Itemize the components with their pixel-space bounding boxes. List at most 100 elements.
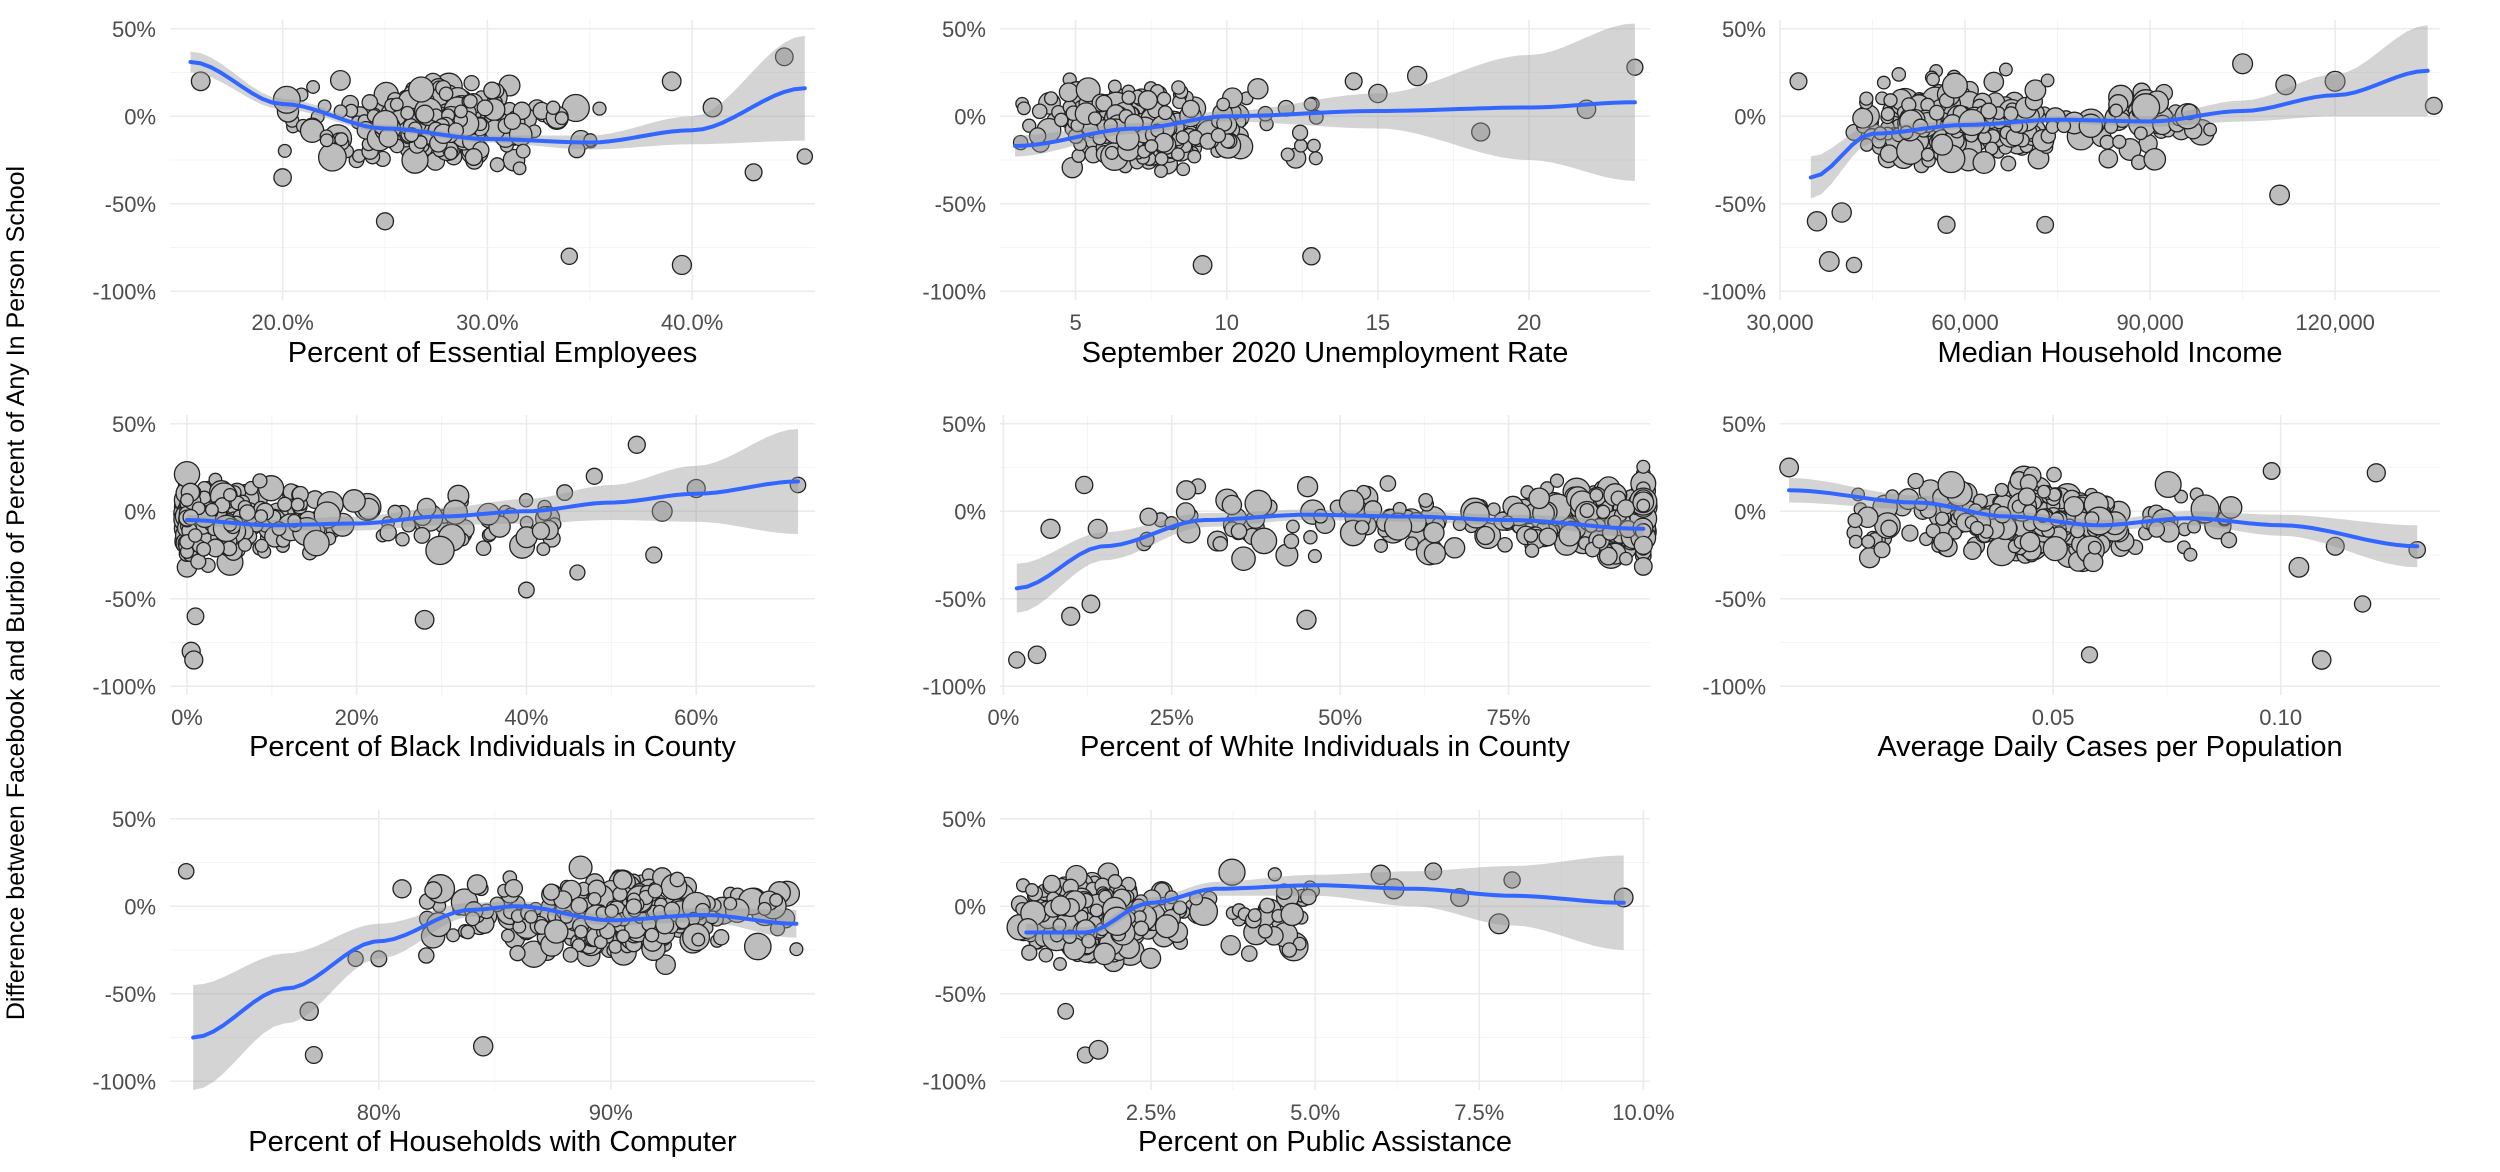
x-axis-label: Median Household Income xyxy=(1938,337,2283,369)
y-tick-label: -100% xyxy=(1702,674,1766,699)
data-point xyxy=(1538,527,1558,547)
data-point xyxy=(1133,920,1150,937)
data-point xyxy=(2366,463,2386,483)
data-point xyxy=(415,104,435,124)
data-point xyxy=(1616,499,1636,518)
chart-panel-1: 50% 0% -50% -100% 20.0% 30.0% 40.0%Percent of … xyxy=(92,17,815,369)
data-point xyxy=(1057,1002,1075,1020)
data-point xyxy=(1879,144,1899,164)
data-point xyxy=(489,157,505,173)
data-point xyxy=(375,212,395,231)
data-point xyxy=(1848,534,1863,549)
data-point xyxy=(2046,466,2062,483)
scatter-points xyxy=(1779,457,2427,670)
data-point xyxy=(1354,519,1370,535)
y-tick-label: 0% xyxy=(954,104,986,129)
data-point xyxy=(1406,65,1428,87)
data-point xyxy=(1373,538,1389,553)
y-tick-label: 0% xyxy=(954,894,986,919)
y-tick-label: -50% xyxy=(935,587,986,612)
data-point xyxy=(483,81,502,100)
data-point xyxy=(1901,524,1919,542)
data-point xyxy=(184,650,204,670)
data-point xyxy=(317,142,347,172)
data-point xyxy=(1306,138,1321,153)
x-tick-label: 80% xyxy=(357,1100,401,1125)
data-point xyxy=(414,609,435,630)
x-axis-label: Percent of Black Individuals in County xyxy=(249,731,736,763)
data-point xyxy=(1845,256,1863,274)
data-point xyxy=(424,881,443,900)
y-tick-label: 50% xyxy=(942,807,986,832)
x-tick-label: 120,000 xyxy=(2295,310,2375,335)
data-point xyxy=(1418,492,1434,508)
data-point xyxy=(1296,476,1319,498)
data-point xyxy=(644,927,660,943)
scatter-points xyxy=(1008,459,1658,669)
data-point xyxy=(1031,103,1048,120)
data-point xyxy=(2109,103,2124,118)
x-tick-label: 30,000 xyxy=(1746,310,1813,335)
data-point xyxy=(1907,472,1924,490)
y-tick-label: -50% xyxy=(105,587,156,612)
y-tick-label: -100% xyxy=(922,1069,986,1094)
data-point xyxy=(1071,148,1086,163)
x-axis-label: Percent of Households with Computer xyxy=(248,1126,737,1158)
x-axis-label: Percent of White Individuals in County xyxy=(1080,731,1571,763)
data-point xyxy=(1212,536,1228,552)
data-point xyxy=(2042,535,2068,562)
data-point xyxy=(1154,151,1169,166)
data-point xyxy=(1806,211,1828,232)
data-point xyxy=(1107,874,1123,889)
data-point xyxy=(472,1036,494,1057)
data-point xyxy=(1283,533,1300,550)
data-point xyxy=(1633,556,1653,576)
data-point xyxy=(252,473,268,489)
data-point xyxy=(1379,475,1397,492)
data-point xyxy=(1308,151,1323,166)
y-tick-label: 0% xyxy=(124,104,156,129)
data-point xyxy=(1523,528,1539,543)
x-tick-label: 20.0% xyxy=(251,310,313,335)
data-point xyxy=(2424,96,2443,115)
data-point xyxy=(2232,53,2254,75)
y-tick-label: 50% xyxy=(112,412,156,437)
x-axis-label: Percent of Essential Employees xyxy=(288,337,697,369)
data-point xyxy=(1920,147,1935,162)
data-point xyxy=(460,924,476,940)
y-tick-label: -100% xyxy=(922,279,986,304)
data-point xyxy=(238,504,256,522)
data-point xyxy=(1280,147,1295,162)
x-axis-label: September 2020 Unemployment Rate xyxy=(1082,337,1569,369)
data-point xyxy=(769,893,784,908)
data-point xyxy=(389,97,404,112)
smooth-line xyxy=(188,60,807,145)
data-point xyxy=(1528,487,1551,510)
data-point xyxy=(273,168,292,187)
data-point xyxy=(1075,77,1101,103)
data-point xyxy=(612,870,633,890)
data-point xyxy=(1636,498,1651,513)
data-point xyxy=(303,529,330,557)
data-point xyxy=(744,163,763,182)
data-point xyxy=(1042,874,1061,894)
data-point xyxy=(1121,90,1136,105)
data-point xyxy=(1210,127,1227,144)
x-tick-label: 5.0% xyxy=(1290,1100,1340,1125)
data-point xyxy=(1423,521,1445,544)
data-point xyxy=(1216,97,1231,112)
data-point xyxy=(1154,914,1179,939)
data-point xyxy=(1933,531,1954,552)
data-point xyxy=(1038,947,1054,963)
x-tick-label: 7.5% xyxy=(1454,1100,1504,1125)
data-point xyxy=(186,607,205,626)
data-point xyxy=(1873,541,1891,559)
data-point xyxy=(1107,79,1122,94)
y-tick-label: -100% xyxy=(92,279,156,304)
data-point xyxy=(2143,147,2167,171)
x-tick-label: 50% xyxy=(1318,705,1362,730)
data-point xyxy=(1280,902,1304,927)
data-point xyxy=(453,104,468,119)
x-tick-label: 75% xyxy=(1487,705,1531,730)
